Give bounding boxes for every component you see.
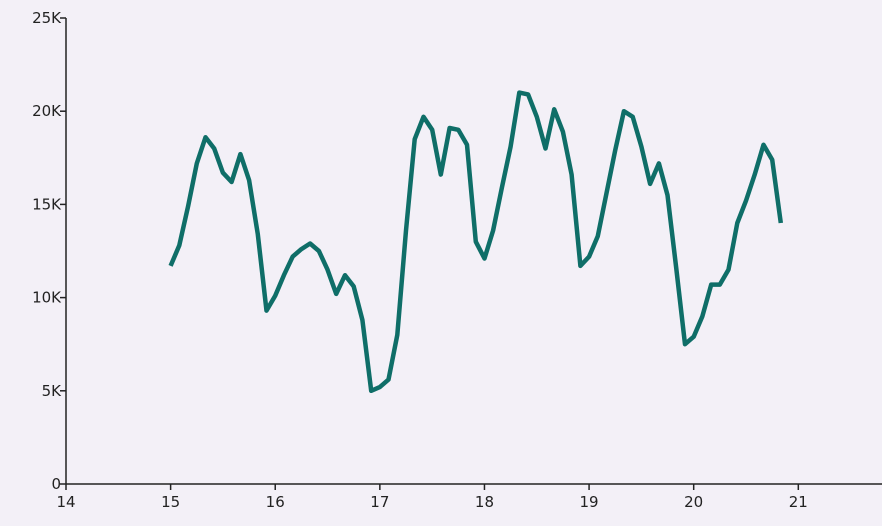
- x-tick-label: 15: [161, 493, 180, 511]
- y-tick-label: 25K: [32, 9, 62, 27]
- y-axis: 0 5K 10K 15K 20K 25K: [32, 9, 67, 493]
- series-0: [168, 90, 784, 394]
- y-tick-label: 20K: [32, 102, 62, 120]
- x-tick-label: 17: [370, 493, 389, 511]
- x-tick-label: 19: [580, 493, 599, 511]
- y-tick-label: 15K: [32, 195, 62, 213]
- series-line: [168, 90, 784, 394]
- x-tick-label: 16: [266, 493, 285, 511]
- x-axis: 14 15 16 17 18 19 20 21: [56, 483, 882, 511]
- y-tick-label: 0: [51, 475, 61, 493]
- x-tick-label: 14: [56, 493, 75, 511]
- y-tick-label: 10K: [32, 289, 62, 307]
- x-tick-label: 18: [475, 493, 494, 511]
- series-layer: [168, 90, 784, 394]
- y-tick-label: 5K: [42, 382, 63, 400]
- x-tick-label: 20: [684, 493, 703, 511]
- x-tick-label: 21: [789, 493, 808, 511]
